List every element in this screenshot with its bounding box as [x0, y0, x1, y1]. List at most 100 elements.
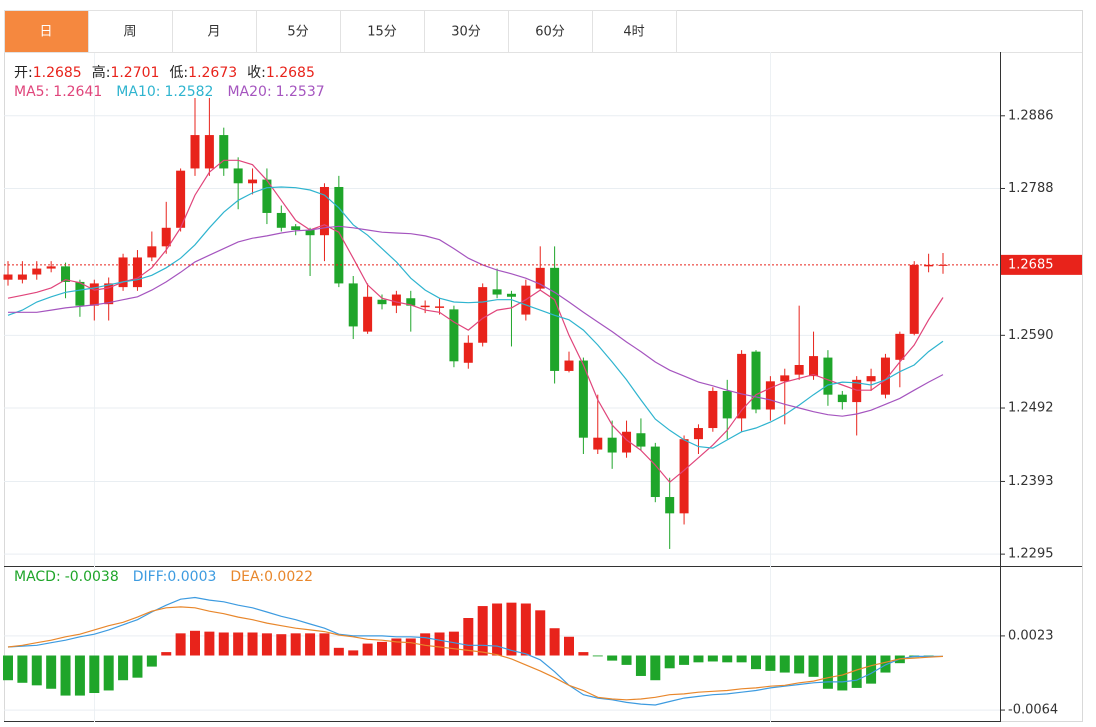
macd-bar [736, 655, 747, 663]
line [7, 159, 944, 484]
macd-bar [190, 630, 200, 656]
candle-body [909, 264, 919, 334]
candle-body [118, 257, 128, 288]
macd-bar [866, 655, 877, 684]
candle-body [190, 135, 200, 169]
tab[interactable] [4, 10, 89, 53]
candle-body [622, 431, 632, 453]
legend-name: MA10: [116, 84, 161, 100]
macd-bar [31, 655, 42, 686]
macd-bar [3, 655, 13, 681]
candle-body [248, 179, 258, 184]
legend-name: MACD: [14, 569, 61, 585]
macd-bar [175, 633, 186, 656]
candle-body [535, 267, 545, 289]
candle-body [363, 296, 373, 332]
tab[interactable] [88, 10, 173, 53]
macd-bar [17, 655, 28, 683]
macd-bar [635, 655, 646, 676]
tab-label[interactable]: 60分 [535, 25, 565, 40]
macd-bar [391, 638, 402, 656]
candle-body [32, 268, 42, 275]
macd-bar [607, 655, 618, 661]
legend-name: MA20: [227, 84, 272, 100]
y-tick-label: 0.0023 [1008, 628, 1054, 643]
macd-bar [405, 638, 416, 656]
macd-bar [89, 655, 100, 694]
ohlc-info: 开:1.2685 高:1.2701 低:1.2673 收:1.2685 [14, 62, 325, 82]
candle-body [46, 266, 56, 269]
candle-body [75, 281, 85, 306]
macd-bar [46, 655, 57, 689]
macd-bar [362, 643, 373, 656]
tab[interactable] [256, 10, 341, 53]
candle-body [17, 274, 27, 280]
candle-body [823, 357, 833, 395]
candle-body [449, 309, 459, 362]
candle-body [391, 294, 401, 306]
macd-bar [851, 655, 862, 688]
tab-label[interactable]: 月 [207, 25, 220, 40]
tab-label[interactable]: 30分 [451, 25, 481, 40]
candle-body [104, 283, 114, 305]
macd-bar [679, 655, 690, 665]
candle-body [564, 360, 574, 371]
candle-body [550, 267, 560, 371]
candle-body [866, 376, 876, 382]
info-value: 1.2685 [32, 65, 82, 81]
candle-body [650, 446, 660, 498]
candle-body [852, 379, 862, 403]
candle-body [319, 186, 329, 236]
macd-bar [463, 618, 474, 656]
info-value: 1.2685 [265, 65, 315, 81]
macd-bar [204, 631, 215, 656]
macd-bar [305, 633, 316, 656]
tab[interactable] [508, 10, 593, 53]
macd-bar [779, 655, 790, 673]
macd-bar [146, 655, 157, 667]
line [8, 225, 944, 417]
candle-body [895, 333, 905, 360]
macd-bar [233, 632, 244, 656]
macd-bar [880, 655, 891, 673]
macd-bar [103, 655, 114, 691]
tab-label[interactable]: 15分 [367, 25, 397, 40]
y-tick-label: 1.2788 [1008, 181, 1054, 196]
macd-bar [578, 652, 589, 656]
tab[interactable] [340, 10, 425, 53]
candle-body [737, 353, 747, 419]
macd-bar [377, 641, 387, 656]
macd-bar [477, 606, 488, 656]
tab-label[interactable]: 日 [39, 25, 52, 40]
tab-label[interactable]: 4时 [623, 25, 644, 40]
macd-bar [132, 655, 143, 678]
tab-label[interactable]: 周 [123, 25, 136, 40]
candle-body [578, 360, 588, 438]
candle-body [478, 287, 488, 343]
candle-body [722, 390, 732, 419]
macd-bar [434, 632, 445, 656]
candle-body [61, 266, 71, 282]
candle-body [880, 357, 890, 395]
legend-value: 0.0003 [167, 569, 217, 585]
candle-body [219, 135, 229, 169]
candle-body [924, 264, 934, 267]
info-label: 收: [247, 65, 266, 81]
legend-value: 1.2582 [164, 84, 214, 100]
tab[interactable] [172, 10, 257, 53]
tab-label[interactable]: 5分 [287, 25, 308, 40]
ma-legend: MA5: 1.2641 MA10: 1.2582 MA20: 1.2537 [14, 84, 339, 100]
macd-bar [650, 655, 661, 681]
legend-value: 1.2641 [53, 84, 103, 100]
candle-body [334, 186, 344, 284]
macd-bar [218, 632, 229, 656]
candle-body [593, 437, 603, 450]
candle-body [751, 351, 761, 410]
candle-body [607, 437, 617, 453]
tab[interactable] [592, 10, 677, 53]
candle-body [794, 364, 804, 375]
macd-bar [506, 602, 517, 656]
macd-bar [118, 655, 129, 681]
y-tick-label: -0.0064 [1008, 703, 1058, 718]
